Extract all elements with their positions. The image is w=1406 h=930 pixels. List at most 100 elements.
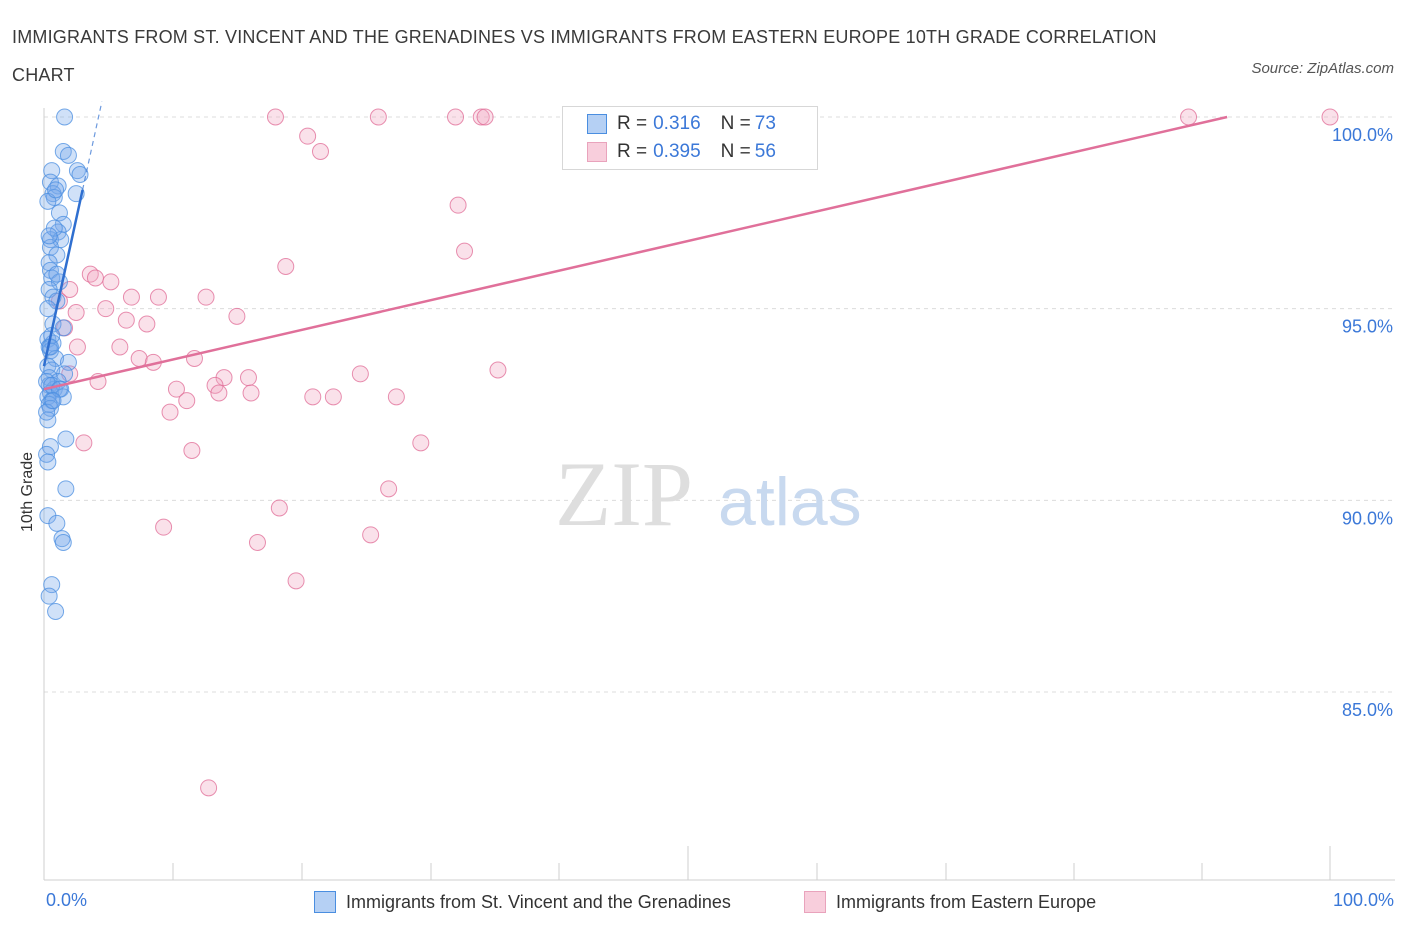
point-eastern-europe	[197, 288, 215, 306]
point-eastern-europe	[242, 384, 260, 402]
point-eastern-europe	[266, 108, 284, 126]
point-eastern-europe	[75, 434, 93, 452]
point-eastern-europe	[210, 384, 228, 402]
point-eastern-europe	[304, 388, 322, 406]
bottom-legend-label-series1: Immigrants from St. Vincent and the Gren…	[346, 891, 731, 912]
point-eastern-europe	[369, 108, 387, 126]
point-eastern-europe	[161, 403, 179, 421]
point-eastern-europe	[239, 369, 257, 387]
point-eastern-europe	[299, 127, 317, 145]
legend-n-value: 73	[754, 113, 776, 134]
point-st-vincent	[71, 166, 89, 183]
point-st-vincent	[56, 108, 74, 126]
point-eastern-europe	[449, 196, 467, 214]
trend-lines	[42, 101, 1228, 391]
point-eastern-europe	[130, 350, 148, 367]
point-eastern-europe	[489, 361, 507, 379]
point-eastern-europe	[380, 480, 398, 498]
legend-swatch-pink	[587, 142, 607, 162]
watermark: ZIP atlas	[555, 443, 862, 545]
point-eastern-europe	[149, 288, 167, 306]
point-eastern-europe	[311, 143, 329, 160]
y-tick-label: 100.0%	[1332, 125, 1393, 145]
y-tick-label: 85.0%	[1342, 700, 1393, 720]
point-eastern-europe	[183, 442, 201, 459]
point-eastern-europe	[122, 288, 140, 306]
bottom-legend-swatch-pink	[804, 891, 826, 913]
point-eastern-europe	[351, 365, 369, 383]
legend-row-series1: R = 0.316 N = 73	[587, 112, 776, 136]
bottom-legend-swatch-blue	[314, 891, 336, 913]
point-eastern-europe	[287, 572, 305, 590]
point-st-vincent	[39, 453, 57, 471]
point-eastern-europe	[270, 499, 288, 517]
trend-extension-st-vincent	[81, 101, 103, 190]
point-eastern-europe	[68, 338, 86, 356]
point-eastern-europe	[456, 242, 474, 260]
legend-swatch-blue	[587, 114, 607, 134]
legend-n-label: N =	[720, 141, 751, 162]
point-eastern-europe	[472, 108, 490, 126]
bottom-legend-series2: Immigrants from Eastern Europe	[804, 889, 1096, 915]
bottom-legend-series1: Immigrants from St. Vincent and the Gren…	[314, 889, 731, 915]
legend-n-value: 56	[754, 141, 776, 162]
point-st-vincent	[39, 300, 57, 318]
point-eastern-europe	[206, 376, 224, 394]
point-eastern-europe	[138, 315, 156, 333]
gridlines	[44, 116, 1395, 693]
x-tick-label-max: 100.0%	[1332, 890, 1394, 910]
point-eastern-europe	[67, 304, 85, 321]
point-st-vincent	[40, 587, 58, 605]
data-points	[38, 108, 1339, 797]
point-eastern-europe	[200, 779, 218, 797]
point-eastern-europe	[476, 108, 494, 126]
point-eastern-europe	[447, 108, 465, 126]
legend-r-value: 0.316	[653, 113, 701, 134]
watermark-atlas: atlas	[718, 464, 862, 540]
point-eastern-europe	[412, 434, 430, 452]
point-eastern-europe	[248, 534, 266, 551]
point-st-vincent	[54, 534, 72, 551]
y-tick-label: 95.0%	[1342, 317, 1393, 337]
point-st-vincent	[47, 181, 65, 199]
point-eastern-europe	[1180, 108, 1198, 126]
point-eastern-europe	[102, 273, 120, 291]
bottom-legend-label-series2: Immigrants from Eastern Europe	[836, 891, 1097, 912]
point-eastern-europe	[178, 392, 196, 410]
chart-source: Source: ZipAtlas.com	[1251, 60, 1394, 77]
point-eastern-europe	[86, 269, 104, 287]
x-tick-label-min: 0.0%	[46, 890, 88, 910]
point-st-vincent	[44, 392, 62, 410]
point-eastern-europe	[117, 311, 135, 329]
point-st-vincent	[47, 603, 65, 620]
point-eastern-europe	[167, 380, 185, 398]
axes	[43, 108, 1395, 881]
point-st-vincent	[59, 146, 77, 164]
legend-n-label: N =	[720, 113, 751, 134]
point-eastern-europe	[1321, 108, 1339, 126]
chart-title: IMMIGRANTS FROM ST. VINCENT AND THE GREN…	[12, 27, 1157, 85]
trend-line-eastern-europe	[43, 115, 1228, 391]
legend-r-value: 0.395	[653, 141, 701, 162]
point-eastern-europe	[155, 518, 173, 536]
legend-row-series2: R = 0.395 N = 56	[587, 140, 776, 164]
point-st-vincent	[48, 514, 66, 532]
legend-r-label: R =	[617, 113, 648, 134]
y-tick-label: 90.0%	[1342, 508, 1393, 528]
legend-r-label: R =	[617, 141, 648, 162]
point-st-vincent	[40, 227, 58, 245]
point-eastern-europe	[111, 338, 129, 356]
point-eastern-europe	[277, 258, 295, 275]
point-st-vincent	[57, 430, 75, 448]
point-eastern-europe	[362, 526, 380, 544]
point-eastern-europe	[387, 388, 405, 406]
correlation-legend: R = 0.316 N = 73 R = 0.395 N = 56	[562, 106, 818, 170]
watermark-zip: ZIP	[555, 443, 693, 545]
point-st-vincent	[57, 480, 75, 498]
y-tick-labels: 85.0% 90.0% 95.0% 100.0%	[1332, 125, 1393, 720]
point-eastern-europe	[97, 300, 115, 318]
point-eastern-europe	[324, 388, 342, 406]
trend-line-st-vincent	[42, 189, 84, 367]
point-eastern-europe	[228, 307, 246, 325]
